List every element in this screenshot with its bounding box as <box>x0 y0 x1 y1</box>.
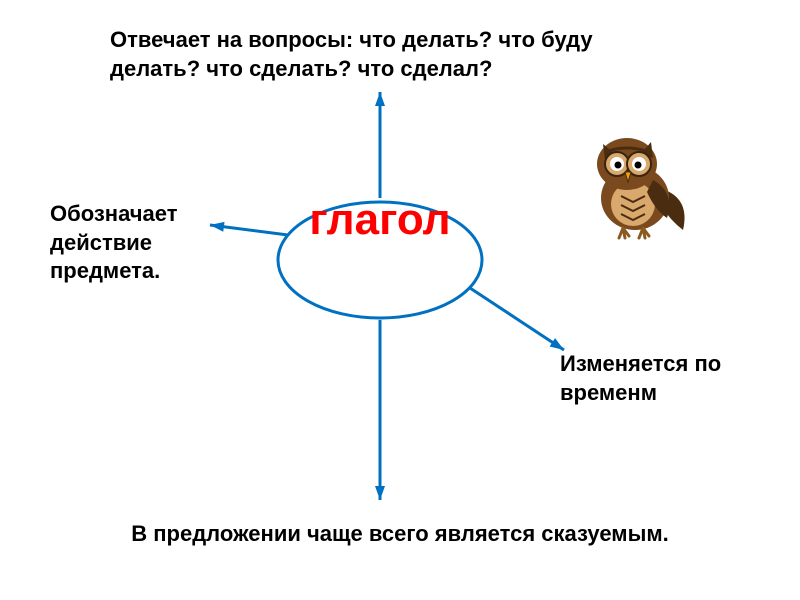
node-right: Изменяется по временм <box>560 350 760 407</box>
owl-icon <box>575 130 695 240</box>
node-right-text: Изменяется по временм <box>560 351 721 405</box>
node-left: Обозначает действие предмета. <box>50 200 220 286</box>
arrow-left <box>210 222 288 235</box>
node-left-text: Обозначает действие предмета. <box>50 201 178 283</box>
node-top-text: Отвечает на вопросы: что делать? что буд… <box>110 27 593 81</box>
arrow-right <box>470 288 564 350</box>
center-label: глагол <box>309 195 450 244</box>
node-bottom-text: В предложении чаще всего является сказуе… <box>131 521 669 546</box>
center-node: глагол <box>280 195 480 325</box>
arrow-down <box>375 320 385 500</box>
diagram-canvas: глагол Отвечает на вопросы: что делать? … <box>0 0 800 600</box>
node-bottom: В предложении чаще всего является сказуе… <box>130 520 670 549</box>
arrow-up <box>375 92 385 198</box>
node-top: Отвечает на вопросы: что делать? что буд… <box>110 26 630 83</box>
